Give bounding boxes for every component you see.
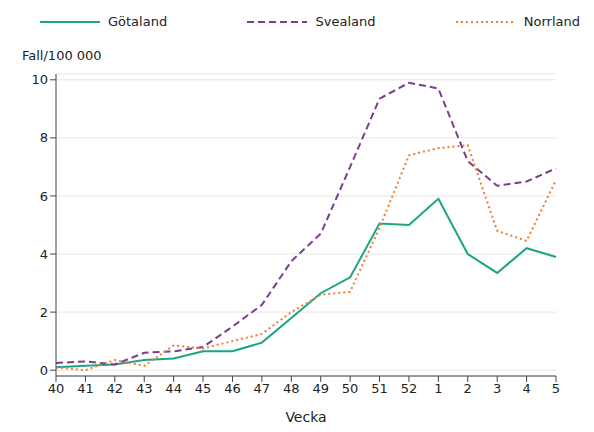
svg-text:48: 48 [283,381,300,396]
svg-text:4: 4 [522,381,530,396]
svg-text:5: 5 [552,381,560,396]
svg-text:10: 10 [31,72,48,87]
svg-text:0: 0 [40,363,48,378]
svg-text:41: 41 [77,381,94,396]
html-text:Svealand: Svealand [315,14,376,29]
svg-text:42: 42 [107,381,124,396]
svg-text:43: 43 [136,381,153,396]
svg-text:2: 2 [40,305,48,320]
svg-text:3: 3 [493,381,501,396]
svg-text:51: 51 [371,381,388,396]
svg-text:47: 47 [254,381,271,396]
svg-text:4: 4 [40,247,48,262]
svg-text:1: 1 [434,381,442,396]
svg-text:8: 8 [40,130,48,145]
svg-text:Vecka: Vecka [285,409,326,425]
html-text:Götaland: Götaland [108,14,168,29]
svg-text:45: 45 [195,381,212,396]
svg-text:2: 2 [464,381,472,396]
svg-text:6: 6 [40,189,48,204]
svg-text:44: 44 [165,381,182,396]
svg-text:46: 46 [224,381,241,396]
html-text:Fall/100 000: Fall/100 000 [22,48,102,63]
html-text:Norrland: Norrland [523,14,580,29]
svg-text:50: 50 [342,381,359,396]
svg-text:40: 40 [48,381,65,396]
svg-text:49: 49 [312,381,329,396]
svg-text:52: 52 [401,381,418,396]
